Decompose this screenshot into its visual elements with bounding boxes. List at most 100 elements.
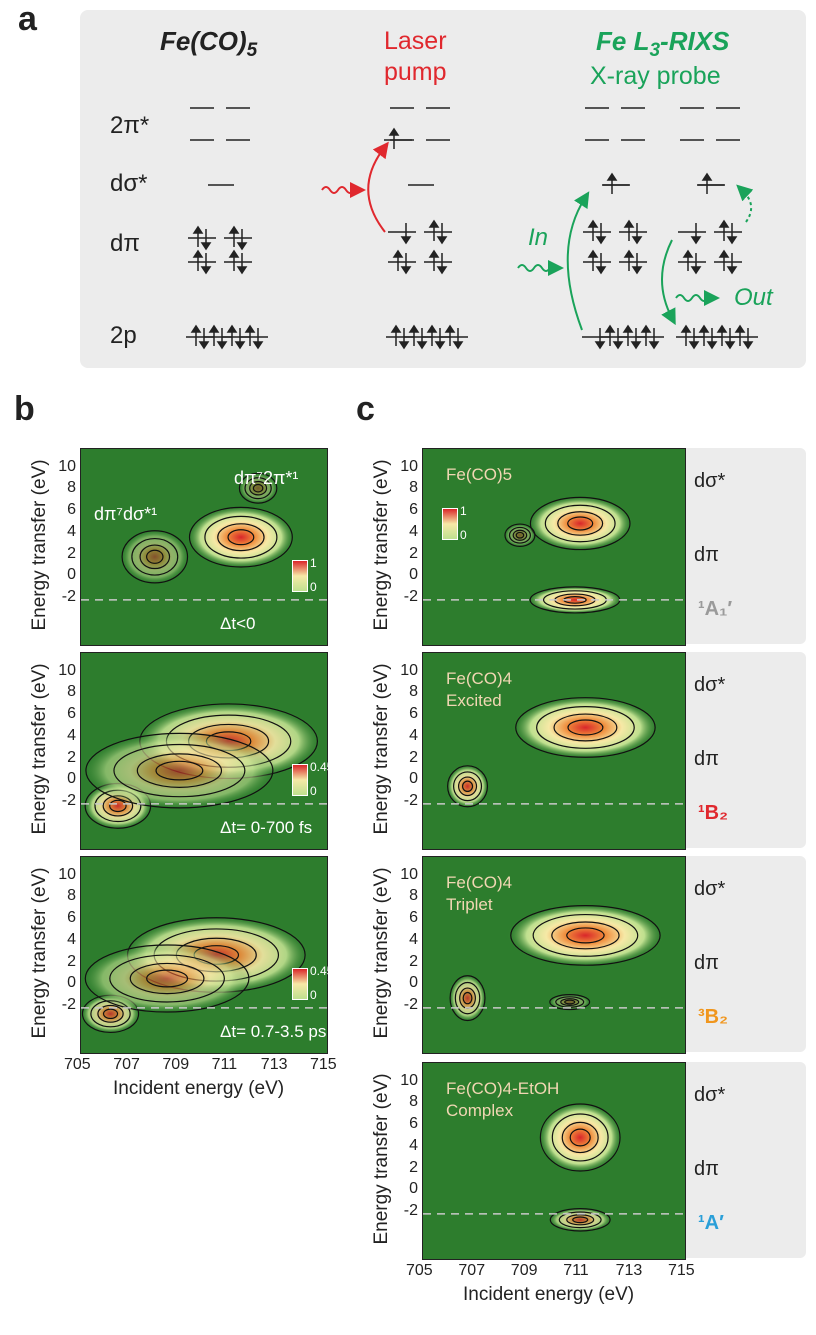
colorbar-max: 1	[310, 556, 317, 570]
y-tick-label: 6	[67, 909, 76, 927]
contour-line	[188, 506, 293, 568]
colorbar	[442, 508, 458, 540]
state-symmetry-label: ³B₂	[698, 1006, 728, 1028]
contour-line	[252, 483, 264, 493]
y-tick-label: 6	[409, 501, 418, 519]
y-tick-label: 8	[67, 479, 76, 497]
intensity-peak	[446, 764, 489, 808]
y-tick-label: 4	[67, 726, 76, 744]
contour-line	[539, 1103, 621, 1172]
contour-line	[536, 706, 635, 749]
y-tick-label: 6	[67, 501, 76, 519]
y-tick-label: 6	[67, 705, 76, 723]
x-tick-label: 707	[113, 1056, 140, 1073]
x-tick-label: 711	[211, 1056, 238, 1073]
y-tick-label: 4	[409, 930, 418, 948]
dpi-label: dπ	[694, 748, 719, 770]
x-tick-label: 713	[260, 1056, 288, 1073]
panel-label-b: b	[14, 390, 35, 428]
y-tick-label: 8	[67, 683, 76, 701]
x-tick-label: 705	[406, 1262, 433, 1279]
y-tick-label: 10	[58, 865, 76, 883]
contour-line	[453, 771, 483, 802]
y-tick-label: 0	[409, 770, 418, 788]
y-tick-label: 6	[409, 909, 418, 927]
contour-line	[238, 472, 278, 504]
state-symmetry-label: ¹B₂	[698, 802, 728, 824]
fe-co5-title: Fe(CO)5	[160, 26, 258, 62]
contour-line	[97, 1004, 124, 1023]
energy-level-diagram-box	[80, 10, 806, 368]
colorbar-max: 0.45	[310, 964, 334, 978]
contour-line	[449, 975, 486, 1022]
y-tick-label: 4	[67, 930, 76, 948]
x-tick-label: 715	[668, 1262, 695, 1279]
y-tick-label: 4	[409, 1136, 418, 1154]
intensity-peak	[527, 586, 623, 614]
x-tick-label: 713	[615, 1262, 643, 1279]
level-label-2pi-star: 2π*	[110, 112, 150, 139]
intensity-peak	[120, 529, 190, 585]
energy-level-diagram	[186, 107, 758, 350]
contour-line	[146, 969, 189, 988]
species-label: Fe(CO)5	[446, 465, 513, 484]
contour-line	[454, 981, 481, 1015]
contour-line	[227, 529, 255, 546]
y-tick-label: 8	[409, 1093, 418, 1111]
y-tick-label: -2	[61, 996, 76, 1014]
contour-line	[217, 523, 265, 552]
side-level-box	[674, 1062, 806, 1258]
x-tick-label: 705	[64, 1056, 91, 1073]
contour-line	[532, 913, 639, 957]
contour-line	[113, 743, 246, 798]
y-tick-label: 4	[67, 522, 76, 540]
contour-line	[529, 496, 631, 551]
dsigma-label: dσ*	[694, 470, 726, 492]
contour-line	[249, 480, 268, 496]
y-tick-label: 0	[67, 770, 76, 788]
state-symmetry-label: ¹A₁′	[698, 598, 733, 620]
y-tick-label: 8	[67, 887, 76, 905]
y-tick-label: -2	[403, 996, 418, 1014]
y-tick-label: 2	[409, 544, 418, 562]
x-axis-title: Incident energy (eV)	[113, 1078, 285, 1099]
rixs-map-c-2	[422, 652, 686, 850]
state-annotation: dπ⁷2π*¹	[234, 468, 299, 488]
contour-line	[504, 523, 536, 548]
y-tick-label: 2	[67, 952, 76, 970]
y-tick-label: 2	[67, 544, 76, 562]
y-tick-label: 8	[409, 683, 418, 701]
y-tick-label: 10	[400, 661, 418, 679]
panel-label-c: c	[356, 390, 375, 428]
y-tick-label: -2	[61, 588, 76, 606]
dsigma-label: dσ*	[694, 1084, 726, 1106]
contour-line	[515, 697, 656, 758]
colorbar-min: 0	[460, 528, 467, 542]
contour-line	[566, 927, 605, 944]
intensity-peak	[449, 974, 486, 1022]
contour-line	[109, 954, 225, 1003]
dsigma-label: dσ*	[694, 878, 726, 900]
side-level-box	[674, 448, 806, 644]
rixs-map-c-1	[422, 448, 686, 646]
x-tick-label: 707	[458, 1262, 486, 1279]
contour-line	[457, 776, 478, 797]
y-tick-label: 2	[67, 748, 76, 766]
y-tick-label: 8	[409, 479, 418, 497]
intensity-peak	[527, 496, 633, 551]
y-tick-label: 0	[67, 974, 76, 992]
contour-line	[510, 905, 661, 966]
x-tick-label: 711	[563, 1262, 589, 1279]
x-tick-label: 715	[310, 1056, 337, 1073]
rixs-map-b-2	[80, 652, 328, 850]
contour-line	[204, 515, 278, 559]
contour-line	[136, 753, 223, 788]
contour-line	[244, 477, 272, 500]
y-tick-label: -2	[403, 792, 418, 810]
colorbar	[292, 968, 308, 1000]
contour-line	[558, 1211, 602, 1229]
contour-line	[561, 1121, 599, 1154]
colorbar-max: 0.45	[310, 760, 334, 774]
contour-line	[155, 760, 204, 781]
colorbar	[292, 764, 308, 796]
